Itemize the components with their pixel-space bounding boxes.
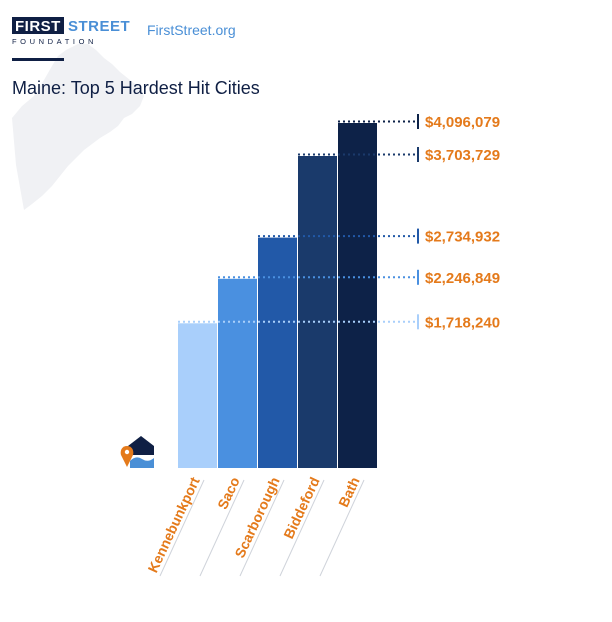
maine-state-silhouette-icon [12,44,144,210]
value-label-scarborough: $2,734,932 [425,229,500,246]
house-wave [130,457,154,468]
guide-line-3 [239,479,285,577]
house-roof [128,436,154,455]
logo-box [12,17,64,34]
category-label-kennebunkport: Kennebunkport [144,474,202,575]
header-divider [12,58,64,61]
category-label-biddeford: Biddeford [280,475,322,542]
value-label-biddeford: $3,703,729 [425,147,500,164]
logo-subline: FOUNDATION [12,37,97,46]
chart-title: Maine: Top 5 Hardest Hit Cities [12,78,260,98]
guide-line-5 [319,479,365,577]
label-guide-lines [159,479,365,577]
site-link[interactable]: FirstStreet.org [147,22,236,38]
guide-line-2 [199,479,245,577]
value-label-kennebunkport: $1,718,240 [425,314,500,331]
logo-word-street: STREET [68,18,130,35]
bar-kennebunkport [178,323,217,468]
value-label-bath: $4,096,079 [425,114,500,131]
location-pin [120,446,134,467]
bar-biddeford [298,156,337,468]
bar-bath [338,123,377,468]
bar-saco [218,278,257,468]
guide-line-4 [279,479,325,577]
value-label-saco: $2,246,849 [425,270,500,287]
bar-scarborough [258,237,297,468]
flooded-house-pin-icon [120,436,154,468]
value-labels: $1,718,240 $2,246,849 $2,734,932 $3,703,729… [425,114,500,331]
first-street-logo[interactable]: FIRST STREET FOUNDATION [12,17,130,46]
guide-line-1 [159,479,205,577]
logo-word-first: FIRST [15,18,61,35]
bar-series [178,123,377,468]
location-pin-dot [124,449,130,455]
leader-lines [178,114,419,330]
